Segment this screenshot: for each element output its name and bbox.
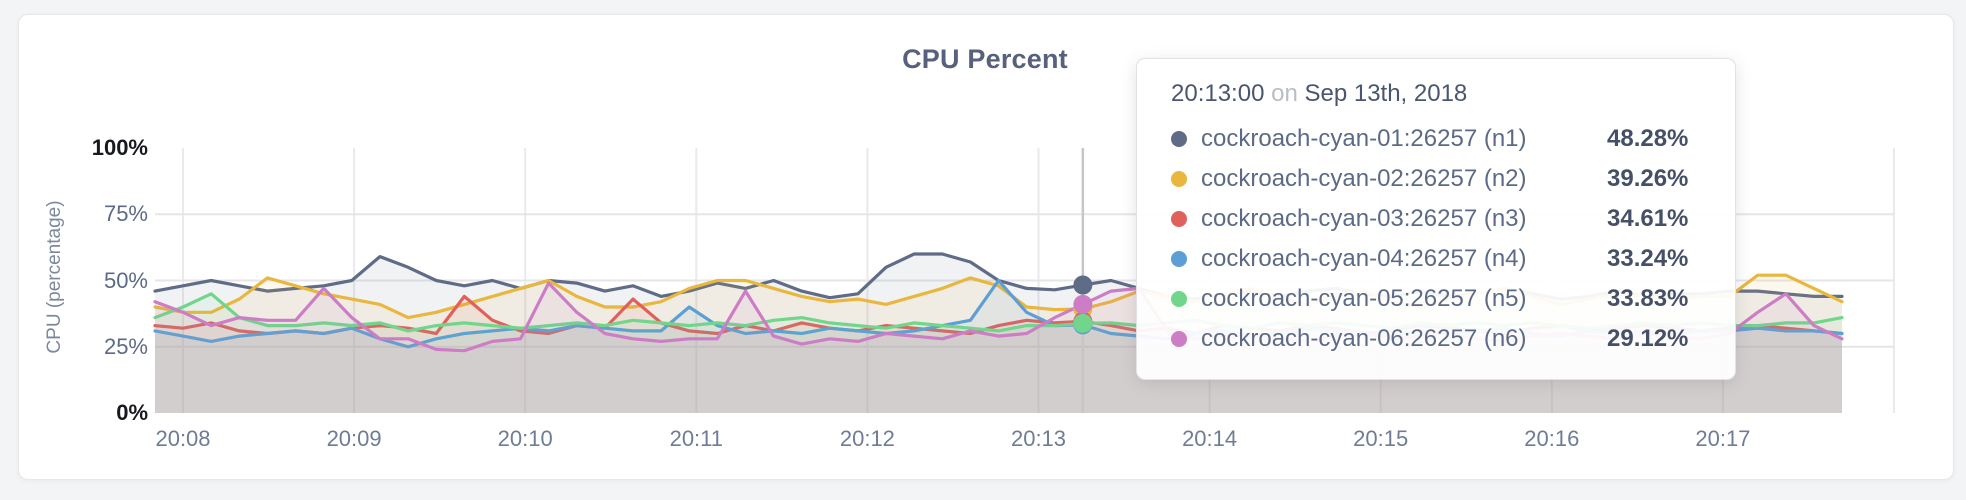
tooltip-row: cockroach-cyan-03:26257 (n3) 34.61% <box>1171 199 1701 239</box>
series-color-dot-icon <box>1171 171 1187 187</box>
tooltip-series-value: 29.12% <box>1607 325 1689 352</box>
tooltip-rows: cockroach-cyan-01:26257 (n1) 48.28% cockro… <box>1171 119 1701 359</box>
tooltip-series-label: cockroach-cyan-02:26257 (n2) <box>1201 165 1527 192</box>
tooltip-row: cockroach-cyan-04:26257 (n4) 33.24% <box>1171 239 1701 279</box>
tooltip-row: cockroach-cyan-06:26257 (n6) 29.12% <box>1171 319 1701 359</box>
tooltip-on-word: on <box>1271 80 1298 107</box>
tooltip-series-label: cockroach-cyan-05:26257 (n5) <box>1201 285 1527 312</box>
tooltip-date: Sep 13th, 2018 <box>1304 80 1468 107</box>
x-tick-label: 20:09 <box>326 426 382 451</box>
series-color-dot-icon <box>1171 291 1187 307</box>
x-tick-label: 20:12 <box>839 426 895 451</box>
tooltip-row: cockroach-cyan-02:26257 (n2) 39.26% <box>1171 159 1701 199</box>
series-area <box>155 283 1842 413</box>
series-color-dot-icon <box>1171 211 1187 227</box>
y-tick-label: 0% <box>116 400 148 425</box>
chart-title: CPU Percent <box>902 44 1068 74</box>
series-color-dot-icon <box>1171 331 1187 347</box>
x-tick-label: 20:16 <box>1524 426 1580 451</box>
tooltip-series-value: 34.61% <box>1607 205 1689 232</box>
tooltip-series-label: cockroach-cyan-06:26257 (n6) <box>1201 325 1527 352</box>
tooltip-series-value: 39.26% <box>1607 165 1689 192</box>
tooltip-time: 20:13:00 <box>1171 80 1265 107</box>
tooltip-series-value: 33.83% <box>1607 285 1689 312</box>
x-tick-label: 20:08 <box>155 426 211 451</box>
x-tick-label: 20:11 <box>669 426 723 451</box>
tooltip-row: cockroach-cyan-01:26257 (n1) 48.28% <box>1171 119 1701 159</box>
series-color-dot-icon <box>1171 251 1187 267</box>
tooltip-series-label: cockroach-cyan-01:26257 (n1) <box>1201 125 1527 152</box>
x-tick-label: 20:15 <box>1353 426 1409 451</box>
tooltip-series-value: 48.28% <box>1607 125 1689 152</box>
tooltip-header: 20:13:00 on Sep 13th, 2018 <box>1171 79 1701 109</box>
y-tick-label: 100% <box>91 135 148 160</box>
x-tick-label: 20:13 <box>1010 426 1067 451</box>
x-tick-label: 20:14 <box>1182 426 1238 451</box>
tooltip-series-value: 33.24% <box>1607 245 1689 272</box>
x-tick-label: 20:10 <box>497 426 553 451</box>
chart-tooltip: 20:13:00 on Sep 13th, 2018 cockroach-cya… <box>1136 58 1736 380</box>
series-color-dot-icon <box>1171 131 1187 147</box>
x-tick-label: 20:17 <box>1695 426 1751 451</box>
y-tick-label: 75% <box>103 201 148 227</box>
tooltip-row: cockroach-cyan-05:26257 (n5) 33.83% <box>1171 279 1701 319</box>
y-tick-label: 25% <box>103 333 148 359</box>
tooltip-series-label: cockroach-cyan-04:26257 (n4) <box>1201 245 1527 272</box>
hover-point <box>1073 275 1093 295</box>
y-tick-label: 50% <box>103 267 148 293</box>
hover-point <box>1073 313 1093 333</box>
hover-point <box>1073 294 1093 314</box>
series-area <box>155 296 1842 413</box>
tooltip-series-label: cockroach-cyan-03:26257 (n3) <box>1201 205 1527 232</box>
